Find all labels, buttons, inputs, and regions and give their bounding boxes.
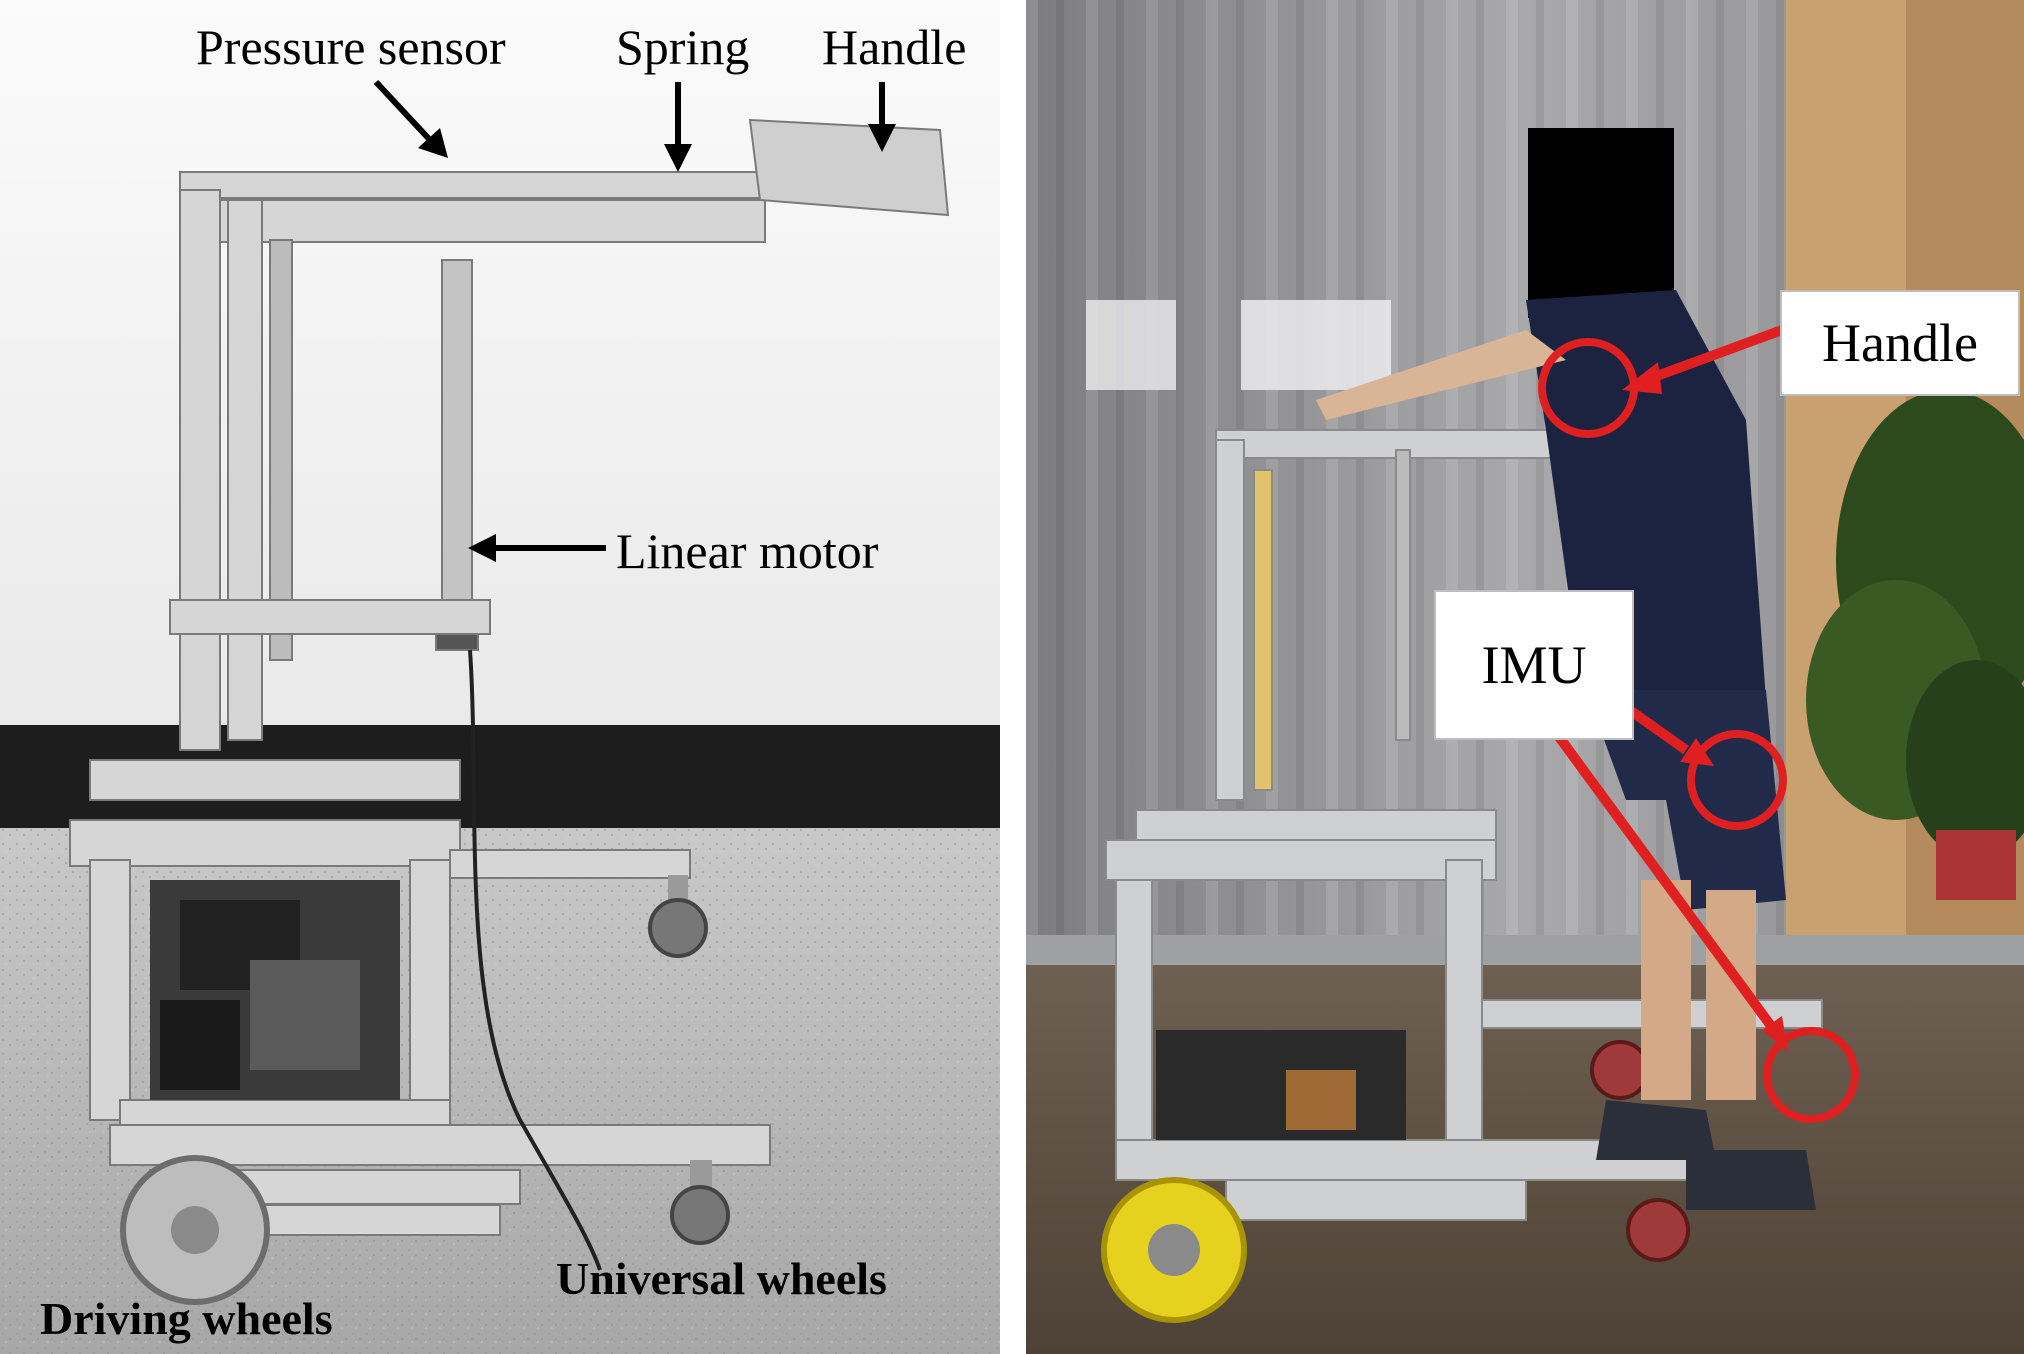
pressure-sensor-arrow-head xyxy=(418,128,448,158)
ankle-imu-circle xyxy=(1763,1027,1859,1123)
user-photo-panel: Handle IMU xyxy=(1026,0,2024,1354)
annotation-arrows xyxy=(373,79,896,562)
window-left xyxy=(1086,300,1176,390)
driving-wheel xyxy=(1101,1177,1247,1323)
imu-arrow-ankle xyxy=(1549,727,1779,1033)
handle-callout-label: Handle xyxy=(1822,313,1978,373)
walker-frame xyxy=(69,118,950,1236)
driving-wheels-label: Driving wheels xyxy=(40,1293,333,1344)
handle-callout: Handle xyxy=(1780,290,2020,396)
pressure-sensor-arrow xyxy=(373,79,433,143)
window-mid xyxy=(1241,300,1391,390)
handle-arrow xyxy=(1644,325,1784,385)
shorts xyxy=(1586,690,1786,910)
driving-wheel xyxy=(120,1155,270,1305)
universal-wheel-front xyxy=(670,1160,730,1245)
imu-callout: IMU xyxy=(1434,590,1634,740)
arm xyxy=(1316,330,1566,420)
linear-motor-label: Linear motor xyxy=(616,523,879,579)
plant xyxy=(1806,390,2024,900)
handle-label: Handle xyxy=(822,19,967,75)
handle-arrow-head xyxy=(868,124,896,152)
universal-wheel-rear xyxy=(1590,1040,1650,1100)
spring-label: Spring xyxy=(616,19,750,75)
electronics xyxy=(1156,1030,1406,1140)
universal-wheels-label: Universal wheels xyxy=(556,1253,887,1304)
annotations xyxy=(1538,325,1859,1123)
face-censor xyxy=(1528,128,1674,318)
user-photo xyxy=(1026,0,2024,1354)
walker-photo xyxy=(0,0,1000,1354)
wall xyxy=(0,0,1000,730)
universal-wheel-front xyxy=(1626,1198,1690,1262)
electronics xyxy=(150,880,400,1100)
spring-arrow-head xyxy=(664,144,692,172)
walker-photo-panel: Pressure sensor Spring Handle Linear mot… xyxy=(0,0,1000,1354)
linear-motor-arrow-head xyxy=(468,534,496,562)
thigh-imu-circle xyxy=(1687,730,1787,830)
universal-wheel-rear xyxy=(648,875,708,958)
imu-callout-label: IMU xyxy=(1481,635,1587,695)
imu-arrow-thigh xyxy=(1621,701,1689,755)
pressure-sensor-label: Pressure sensor xyxy=(196,19,506,75)
